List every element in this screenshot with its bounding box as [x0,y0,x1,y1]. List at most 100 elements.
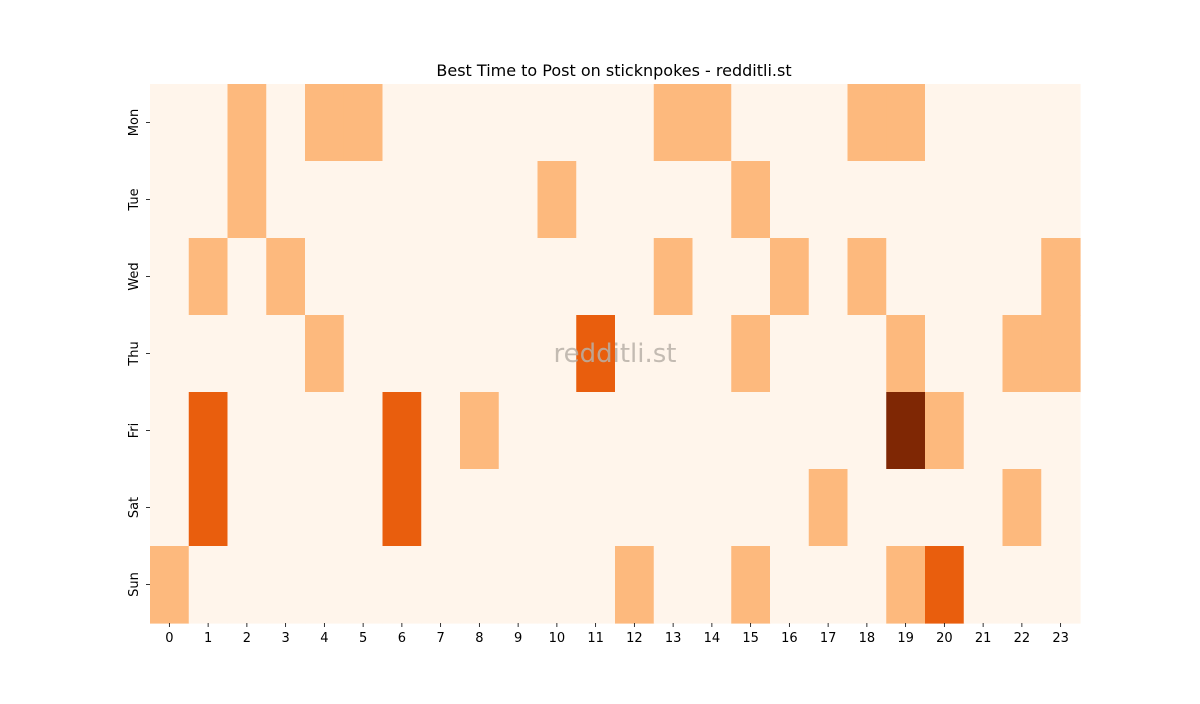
heatmap-cell-sun-16 [770,546,810,624]
heatmap-cell-sat-10 [537,469,577,547]
heatmap-cell-mon-13 [653,84,694,162]
heatmap-cell-fri-0 [150,392,190,470]
heatmap-cell-mon-16 [770,84,810,162]
heatmap-cell-thu-3 [266,315,306,393]
heatmap-cell-sat-1 [188,469,229,547]
heatmap-cell-wed-7 [421,238,461,316]
chart-title: Best Time to Post on sticknpokes - reddi… [436,61,791,80]
x-tick-label: 7 [436,631,444,646]
heatmap-cell-fri-19 [886,392,926,470]
heatmap-cell-sat-14 [692,469,732,547]
heatmap-cell-fri-8 [460,392,500,470]
x-tick-label: 5 [359,631,367,646]
heatmap-cell-wed-12 [615,238,655,316]
heatmap-cell-sun-9 [498,546,539,624]
heatmap-cell-sat-16 [770,469,810,547]
heatmap-cell-mon-22 [1002,84,1042,162]
heatmap-cell-tue-15 [731,161,771,239]
heatmap-cell-sat-13 [653,469,694,547]
y-tick-label: Mon [127,109,142,136]
x-tick-label: 14 [704,631,721,646]
heatmap-cell-thu-7 [421,315,461,393]
heatmap-cell-thu-12 [615,315,655,393]
x-tick-label: 18 [859,631,876,646]
heatmap-cell-mon-23 [1041,84,1081,162]
heatmap-cell-sat-11 [576,469,616,547]
heatmap-cell-fri-1 [188,392,229,470]
x-tick-label: 20 [936,631,953,646]
heatmap-cell-sat-23 [1041,469,1081,547]
heatmap-cell-wed-9 [498,238,539,316]
y-tick-label: Fri [127,423,142,439]
heatmap-cell-thu-1 [188,315,229,393]
heatmap-cell-thu-23 [1041,315,1081,393]
heatmap-cell-mon-6 [382,84,422,162]
heatmap-cell-wed-21 [963,238,1004,316]
x-tick-label: 11 [587,631,604,646]
heatmap-cell-wed-4 [305,238,345,316]
heatmap-cell-sun-3 [266,546,306,624]
heatmap-cell-wed-13 [653,238,694,316]
heatmap-cell-tue-7 [421,161,461,239]
heatmap-cell-mon-10 [537,84,577,162]
heatmap-cell-sun-2 [227,546,267,624]
heatmap-cell-tue-22 [1002,161,1042,239]
heatmap-cell-wed-8 [460,238,500,316]
heatmap-cell-mon-17 [808,84,849,162]
heatmap-cell-wed-17 [808,238,849,316]
heatmap-cell-mon-3 [266,84,306,162]
heatmap-cell-sun-23 [1041,546,1081,624]
heatmap-cell-thu-16 [770,315,810,393]
heatmap-cell-tue-3 [266,161,306,239]
heatmap-cell-sun-10 [537,546,577,624]
heatmap-cells [150,84,1081,624]
heatmap-cell-fri-10 [537,392,577,470]
heatmap-cell-tue-0 [150,161,190,239]
x-tick-label: 12 [626,631,643,646]
heatmap-cell-thu-4 [305,315,345,393]
heatmap-cell-sun-6 [382,546,422,624]
heatmap-cell-sun-12 [615,546,655,624]
heatmap-cell-wed-18 [847,238,887,316]
y-tick-label: Sun [127,572,142,597]
heatmap-cell-sat-17 [808,469,849,547]
heatmap-cell-fri-6 [382,392,422,470]
heatmap-cell-thu-20 [925,315,965,393]
heatmap-cell-mon-5 [343,84,384,162]
heatmap-cell-fri-20 [925,392,965,470]
heatmap-cell-sun-1 [188,546,229,624]
heatmap-cell-fri-15 [731,392,771,470]
heatmap-cell-sat-5 [343,469,384,547]
y-tick-label: Tue [127,188,142,211]
heatmap-cell-mon-18 [847,84,887,162]
heatmap-cell-sat-6 [382,469,422,547]
heatmap-cell-mon-8 [460,84,500,162]
heatmap-cell-sat-0 [150,469,190,547]
x-tick-label: 9 [514,631,522,646]
heatmap-cell-mon-7 [421,84,461,162]
heatmap-cell-sat-7 [421,469,461,547]
heatmap-cell-sat-15 [731,469,771,547]
y-tick-label: Wed [127,262,142,290]
heatmap-cell-wed-1 [188,238,229,316]
heatmap-cell-sun-19 [886,546,926,624]
heatmap-cell-sun-18 [847,546,887,624]
heatmap-cell-tue-18 [847,161,887,239]
heatmap-cell-sat-22 [1002,469,1042,547]
heatmap-cell-tue-11 [576,161,616,239]
heatmap-cell-tue-4 [305,161,345,239]
heatmap-cell-sun-0 [150,546,190,624]
heatmap-cell-fri-4 [305,392,345,470]
heatmap-cell-sun-14 [692,546,732,624]
x-axis: 0 1 2 3 4 5 6 7 8 9 10 11 12 13 14 15 16 17 18 19 20 21 22 23 [165,623,1069,646]
heatmap-cell-tue-14 [692,161,732,239]
heatmap-cell-fri-9 [498,392,539,470]
heatmap-cell-sun-17 [808,546,849,624]
heatmap-cell-thu-6 [382,315,422,393]
heatmap-cell-sun-11 [576,546,616,624]
watermark-text: redditli.st [554,339,677,369]
heatmap-cell-tue-16 [770,161,810,239]
heatmap-cell-wed-10 [537,238,577,316]
heatmap-cell-tue-13 [653,161,694,239]
